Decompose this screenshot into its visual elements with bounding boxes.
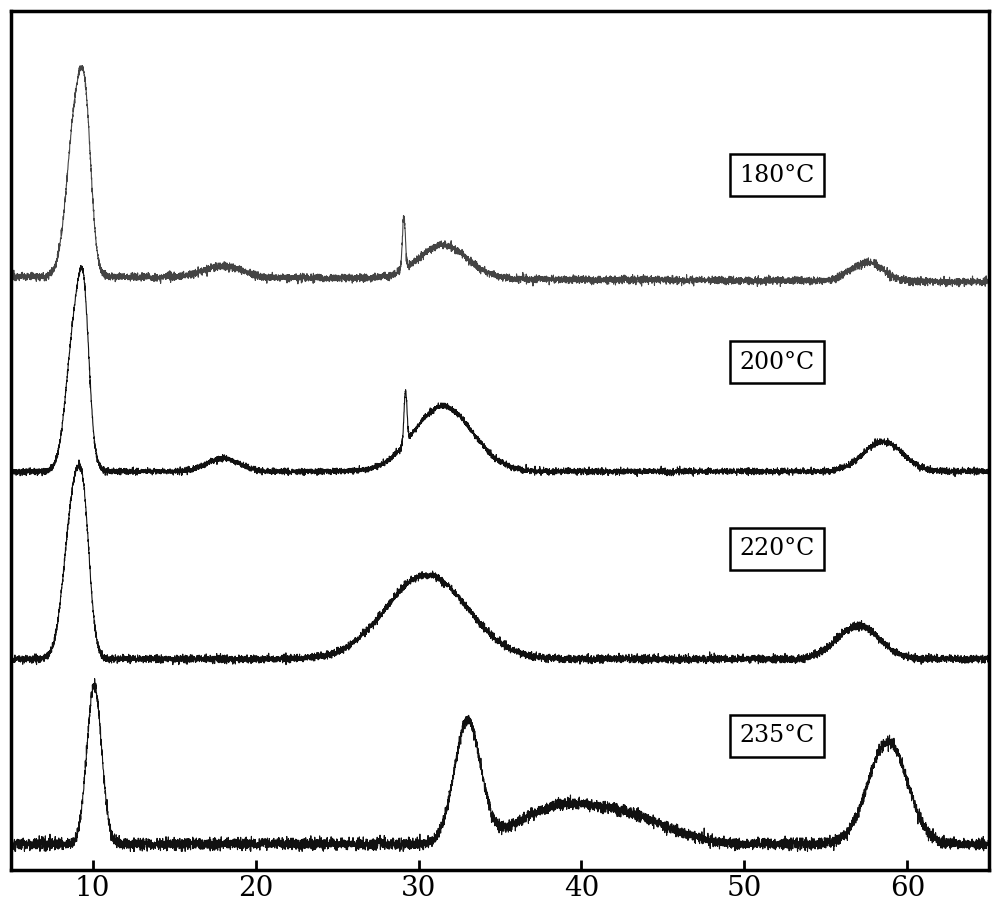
Text: 235°C: 235°C (739, 724, 815, 747)
Text: 180°C: 180°C (739, 164, 815, 187)
Text: 200°C: 200°C (739, 351, 815, 373)
Text: 220°C: 220°C (739, 538, 815, 561)
